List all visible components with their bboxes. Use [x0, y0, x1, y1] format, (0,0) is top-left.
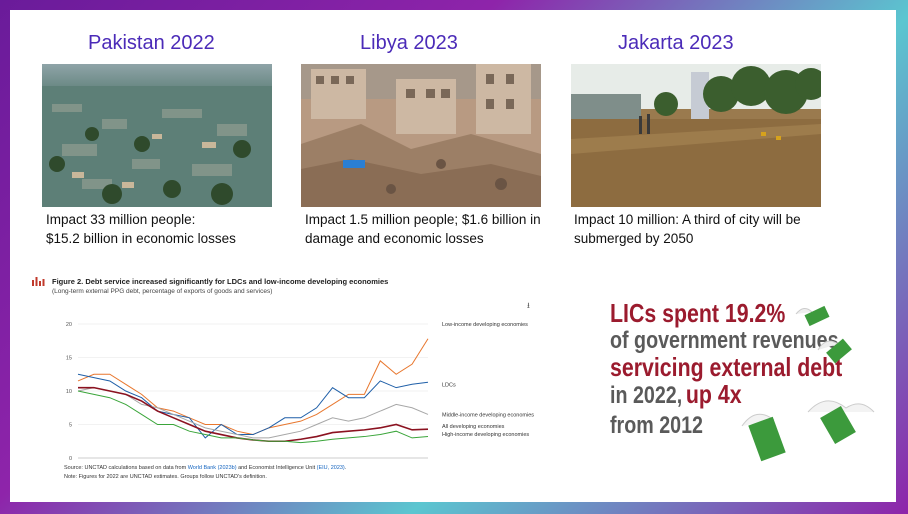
- stat-line-3: servicing external debt: [610, 352, 843, 382]
- caption-libya-line1: Impact 1.5 million people; $1.6 billion …: [305, 212, 541, 227]
- caption-libya-line2: damage and economic losses: [305, 231, 484, 246]
- series-line: [78, 386, 429, 443]
- chart-note: Note: Figures for 2022 are UNCTAD estima…: [64, 474, 267, 480]
- caption-pakistan: Impact 33 million people: $15.2 billion …: [46, 210, 236, 248]
- series-label: Low-income developing economies: [442, 322, 528, 328]
- source-link-eiu[interactable]: (EIU, 2023): [316, 465, 345, 471]
- series-line: [77, 390, 429, 444]
- y-tick-label: 20: [66, 322, 72, 328]
- destroyed-buildings-photo: [301, 64, 541, 207]
- caption-pakistan-line2: $15.2 billion in economic losses: [46, 231, 236, 246]
- stat-line-5: from 2012: [610, 412, 703, 439]
- y-tick-label: 10: [66, 389, 72, 395]
- caption-jakarta: Impact 10 million: A third of city will …: [574, 210, 801, 248]
- y-tick-label: 0: [69, 456, 72, 462]
- download-icon[interactable]: ⭳: [527, 301, 530, 310]
- y-tick-label: 5: [69, 423, 72, 429]
- chart-title: Figure 2. Debt service increased signifi…: [52, 277, 389, 286]
- stat-line-4a: in 2022,: [610, 382, 683, 409]
- flooded-village-aerial-photo: [42, 64, 272, 207]
- series-label: High-income developing economies: [442, 432, 529, 438]
- flooded-city-street-photo: [571, 64, 821, 207]
- caption-pakistan-line1: Impact 33 million people:: [46, 212, 196, 227]
- stat-line-4b: up 4x: [685, 379, 742, 409]
- chart-source: Source: UNCTAD calculations based on dat…: [64, 465, 346, 471]
- bar-chart-icon: [32, 277, 45, 286]
- stat-line-1: LICs spent 19.2%: [610, 298, 786, 328]
- source-link-world-bank[interactable]: World Bank (2023b): [187, 465, 237, 471]
- location-title-pakistan: Pakistan 2022: [88, 32, 215, 54]
- flying-money-icon: [807, 400, 875, 444]
- chart-subtitle: (Long-term external PPG debt, percentage…: [52, 288, 273, 295]
- series-line: [77, 387, 429, 439]
- flying-money-icon: [795, 305, 830, 327]
- series-line: [77, 373, 429, 439]
- location-title-libya: Libya 2023: [360, 32, 458, 54]
- y-tick-label: 15: [66, 356, 72, 362]
- stat-line-4: in 2022, up 4x: [610, 381, 799, 412]
- series-label: LDCs: [442, 382, 456, 388]
- caption-libya: Impact 1.5 million people; $1.6 billion …: [305, 210, 541, 248]
- debt-service-chart: Figure 2. Debt service increased signifi…: [30, 272, 548, 492]
- flying-money-icon: [817, 338, 852, 364]
- location-title-jakarta: Jakarta 2023: [618, 32, 734, 54]
- caption-jakarta-line1: Impact 10 million: A third of city will …: [574, 212, 801, 227]
- series-label: Middle-income developing economies: [442, 412, 534, 418]
- series-label: All developing economies: [442, 424, 505, 430]
- slide: Pakistan 2022 Libya 2023 Jakarta 2023: [10, 10, 896, 502]
- source-prefix: Source: UNCTAD calculations based on dat…: [64, 465, 187, 471]
- source-end: .: [344, 465, 347, 471]
- caption-jakarta-line2: submerged by 2050: [574, 231, 694, 246]
- line-chart-plot: 0510152020002005201020152020Low-income d…: [66, 322, 534, 462]
- flying-money-icon: [741, 413, 786, 462]
- source-mid: and Economist Intelligence Unit: [238, 465, 316, 471]
- stat-line-2: of government revenues: [610, 327, 839, 354]
